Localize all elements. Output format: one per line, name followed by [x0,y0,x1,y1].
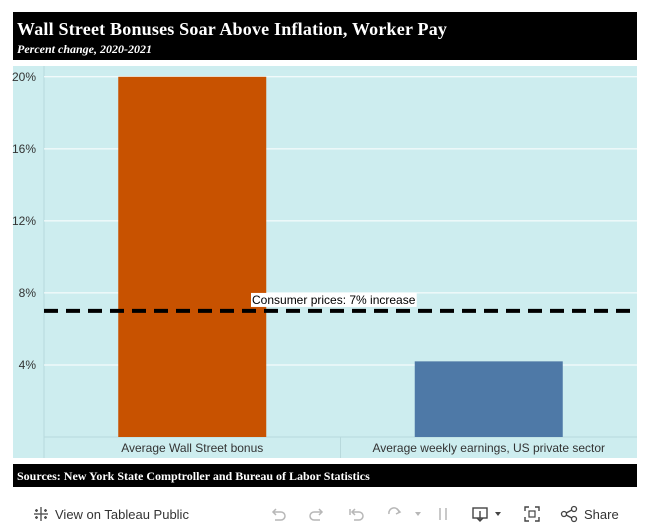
y-tick-label: 20% [12,70,36,84]
bar [118,76,267,438]
reference-line-label: Consumer prices: 7% increase [252,293,416,307]
tableau-icon [34,507,48,521]
undo-icon [271,508,286,521]
redo-button[interactable] [308,504,326,524]
y-tick-label: 4% [19,358,37,372]
fullscreen-icon [524,506,540,522]
revert-button[interactable] [347,504,365,524]
share-label: Share [584,506,619,522]
refresh-button[interactable] [386,504,404,524]
share-icon [560,505,578,523]
redo-icon [309,508,324,521]
chart-header: Wall Street Bonuses Soar Above Inflation… [13,12,637,60]
download-button[interactable] [471,504,489,524]
view-on-tableau-button[interactable]: View on Tableau Public [33,504,189,524]
y-tick-label: 12% [12,214,36,228]
chevron-down-icon [495,512,501,516]
pause-button[interactable] [434,504,452,524]
bar [414,361,563,437]
x-tick-label: Average Wall Street bonus [121,441,263,455]
chart-title: Wall Street Bonuses Soar Above Inflation… [17,19,448,39]
sources-note: Sources: New York State Comptroller and … [17,469,370,483]
y-tick-label: 16% [12,142,36,156]
undo-button[interactable] [269,504,287,524]
revert-icon [349,508,364,521]
x-tick-label: Average weekly earnings, US private sect… [372,441,605,455]
y-tick-label: 8% [19,286,37,300]
fullscreen-button[interactable] [523,504,541,524]
reference-label-background [251,292,417,307]
share-button[interactable]: Share [560,504,619,524]
download-icon [472,507,488,522]
refresh-dropdown[interactable] [413,504,423,524]
chart-footer: Sources: New York State Comptroller and … [13,464,637,487]
chart-subtitle: Percent change, 2020-2021 [17,42,152,56]
tableau-toolbar: View on Tableau Public [0,500,650,527]
chevron-down-icon [415,512,421,516]
pause-icon [439,508,447,520]
refresh-icon [388,507,402,515]
view-on-tableau-label: View on Tableau Public [55,506,189,522]
download-dropdown[interactable] [493,504,503,524]
